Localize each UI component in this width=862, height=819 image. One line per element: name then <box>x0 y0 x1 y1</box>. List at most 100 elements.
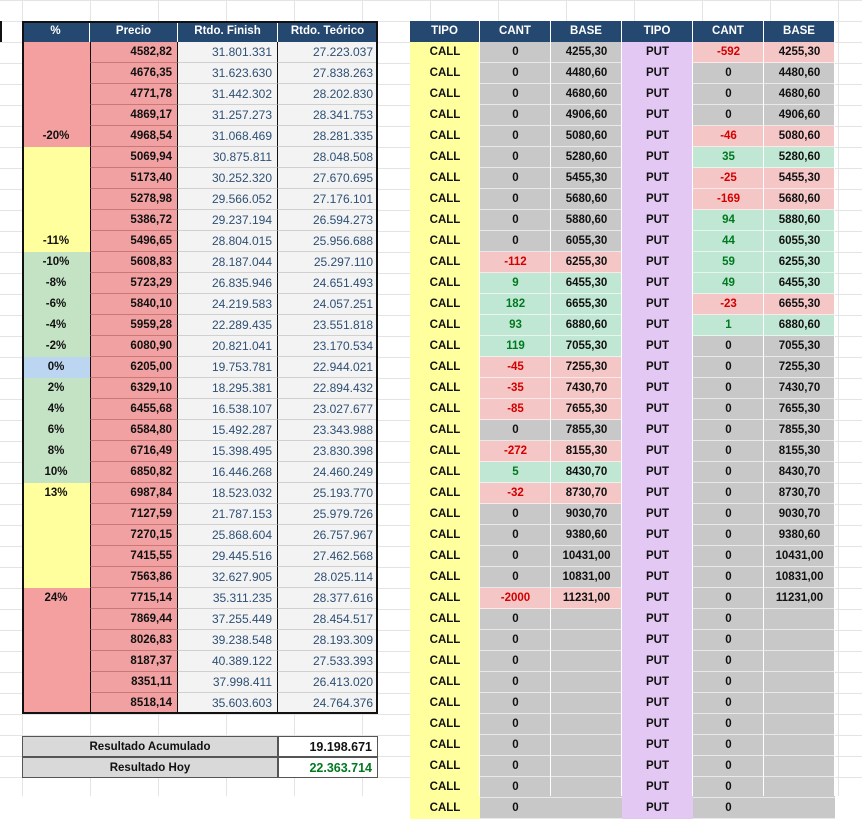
call-base-cell[interactable]: 5280,60 <box>551 147 622 168</box>
put-cant-cell[interactable]: 0 <box>693 420 764 441</box>
put-cant-cell[interactable]: 0 <box>693 672 764 693</box>
put-cant-cell[interactable]: 0 <box>693 777 764 798</box>
call-cant-cell[interactable]: 0 <box>480 63 551 84</box>
put-base-cell[interactable] <box>764 735 835 756</box>
call-cant-cell[interactable]: 0 <box>480 147 551 168</box>
rtdo-finish-cell[interactable]: 18.523.032 <box>178 483 278 504</box>
base-call-column-header[interactable]: BASE <box>551 21 622 42</box>
put-base-cell[interactable]: 6055,30 <box>764 231 835 252</box>
precio-cell[interactable]: 6987,84 <box>90 483 178 504</box>
call-cant-cell[interactable]: 182 <box>480 294 551 315</box>
call-tipo-cell[interactable]: CALL <box>410 672 480 693</box>
rtdo-teorico-cell[interactable]: 28.454.517 <box>278 609 378 630</box>
call-cant-cell[interactable]: 0 <box>480 189 551 210</box>
precio-cell[interactable]: 4869,17 <box>90 105 178 126</box>
put-cant-cell[interactable]: 44 <box>693 231 764 252</box>
rtdo-finish-cell[interactable]: 20.821.041 <box>178 336 278 357</box>
call-tipo-cell[interactable]: CALL <box>410 588 480 609</box>
rtdo-finish-cell[interactable]: 18.295.381 <box>178 378 278 399</box>
put-cant-cell[interactable]: 0 <box>693 84 764 105</box>
put-cant-cell[interactable]: 0 <box>693 63 764 84</box>
pct-cell[interactable]: -10% <box>22 252 90 273</box>
precio-cell[interactable]: 8187,37 <box>90 651 178 672</box>
put-base-cell[interactable]: 5680,60 <box>764 189 835 210</box>
call-tipo-cell[interactable]: CALL <box>410 84 480 105</box>
pct-cell[interactable] <box>22 42 90 63</box>
call-base-cell[interactable]: 4480,60 <box>551 63 622 84</box>
put-base-cell[interactable]: 4906,60 <box>764 105 835 126</box>
call-cant-cell[interactable]: 0 <box>480 567 551 588</box>
call-tipo-cell[interactable]: CALL <box>410 189 480 210</box>
put-cant-cell[interactable]: 35 <box>693 147 764 168</box>
put-cant-cell[interactable]: 0 <box>693 693 764 714</box>
call-tipo-cell[interactable]: CALL <box>410 126 480 147</box>
rtdo-teorico-cell[interactable]: 23.027.677 <box>278 399 378 420</box>
put-cant-cell[interactable]: 0 <box>693 462 764 483</box>
rtdo-finish-cell[interactable]: 26.835.946 <box>178 273 278 294</box>
pct-cell[interactable] <box>22 168 90 189</box>
put-cant-cell[interactable]: -169 <box>693 189 764 210</box>
pct-cell[interactable]: -2% <box>22 336 90 357</box>
call-tipo-cell[interactable]: CALL <box>410 420 480 441</box>
put-tipo-cell[interactable]: PUT <box>622 756 693 777</box>
precio-cell[interactable]: 7127,59 <box>90 504 178 525</box>
put-tipo-cell[interactable]: PUT <box>622 168 693 189</box>
call-tipo-cell[interactable]: CALL <box>410 336 480 357</box>
call-base-cell[interactable] <box>551 672 622 693</box>
rtdo-finish-cell[interactable]: 39.238.548 <box>178 630 278 651</box>
call-tipo-cell[interactable]: CALL <box>410 63 480 84</box>
pct-cell[interactable] <box>22 546 90 567</box>
pct-cell[interactable] <box>22 651 90 672</box>
pct-cell[interactable] <box>22 189 90 210</box>
pct-cell[interactable]: -6% <box>22 294 90 315</box>
call-base-cell[interactable] <box>551 651 622 672</box>
put-cant-cell[interactable]: 0 <box>693 504 764 525</box>
call-tipo-cell[interactable]: CALL <box>410 273 480 294</box>
precio-cell[interactable]: 8026,83 <box>90 630 178 651</box>
tipo-call-column-header[interactable]: TIPO <box>410 21 480 42</box>
call-cant-cell[interactable]: 0 <box>480 777 551 798</box>
rtdo-teorico-cell[interactable]: 23.551.818 <box>278 315 378 336</box>
put-cant-cell[interactable]: 0 <box>693 483 764 504</box>
put-tipo-cell[interactable]: PUT <box>622 42 693 63</box>
rtdo-finish-cell[interactable]: 25.868.604 <box>178 525 278 546</box>
put-cant-cell[interactable]: 94 <box>693 210 764 231</box>
pct-cell[interactable]: 0% <box>22 357 90 378</box>
call-base-cell[interactable] <box>551 714 622 735</box>
precio-cell[interactable]: 7270,15 <box>90 525 178 546</box>
rtdo-teorico-cell[interactable]: 25.956.688 <box>278 231 378 252</box>
call-base-cell[interactable]: 9380,60 <box>551 525 622 546</box>
rtdo-finish-cell[interactable]: 37.998.411 <box>178 672 278 693</box>
put-tipo-cell[interactable]: PUT <box>622 735 693 756</box>
precio-cell[interactable]: 6455,68 <box>90 399 178 420</box>
rtdo-teorico-cell[interactable]: 28.377.616 <box>278 588 378 609</box>
put-base-cell[interactable]: 10431,00 <box>764 546 835 567</box>
precio-cell[interactable]: 7715,14 <box>90 588 178 609</box>
rtdo-finish-cell[interactable]: 15.398.495 <box>178 441 278 462</box>
rtdo-teorico-cell[interactable]: 23.343.988 <box>278 420 378 441</box>
call-base-cell[interactable]: 6455,30 <box>551 273 622 294</box>
call-base-cell[interactable] <box>551 777 622 798</box>
call-base-cell[interactable]: 8730,70 <box>551 483 622 504</box>
put-cant-cell[interactable]: -25 <box>693 168 764 189</box>
call-base-cell[interactable] <box>551 693 622 714</box>
put-tipo-cell[interactable]: PUT <box>622 630 693 651</box>
rtdo-finish-cell[interactable]: 40.389.122 <box>178 651 278 672</box>
pct-cell[interactable] <box>22 609 90 630</box>
precio-cell[interactable]: 6205,00 <box>90 357 178 378</box>
call-tipo-cell[interactable]: CALL <box>410 147 480 168</box>
rtdo-teorico-cell[interactable]: 25.979.726 <box>278 504 378 525</box>
resultado-acumulado-label[interactable]: Resultado Acumulado <box>22 736 278 757</box>
call-cant-cell[interactable]: 0 <box>480 546 551 567</box>
put-cant-cell[interactable]: 0 <box>693 399 764 420</box>
pct-cell[interactable] <box>22 504 90 525</box>
put-cant-cell[interactable]: 0 <box>693 567 764 588</box>
call-base-cell[interactable]: 10431,00 <box>551 546 622 567</box>
put-base-cell[interactable] <box>764 777 835 798</box>
rtdo-teorico-cell[interactable]: 22.944.021 <box>278 357 378 378</box>
pct-cell[interactable]: -11% <box>22 231 90 252</box>
precio-cell[interactable]: 4676,35 <box>90 63 178 84</box>
rtdo-finish-cell[interactable]: 31.257.273 <box>178 105 278 126</box>
tipo-put-column-header[interactable]: TIPO <box>622 21 693 42</box>
rtdo-teorico-cell[interactable]: 27.462.568 <box>278 546 378 567</box>
